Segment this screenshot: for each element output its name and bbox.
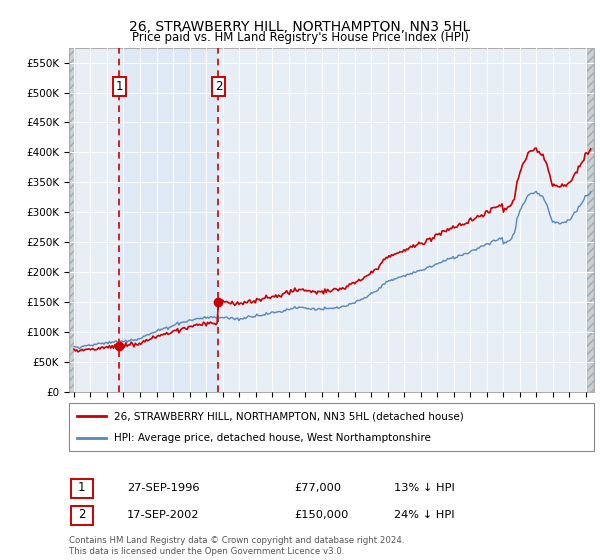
- Text: 1: 1: [116, 80, 123, 93]
- Text: 2: 2: [215, 80, 222, 93]
- Text: HPI: Average price, detached house, West Northamptonshire: HPI: Average price, detached house, West…: [113, 433, 431, 443]
- FancyBboxPatch shape: [71, 479, 92, 498]
- Text: 2: 2: [78, 508, 85, 521]
- Bar: [587, 48, 594, 392]
- Text: 26, STRAWBERRY HILL, NORTHAMPTON, NN3 5HL (detached house): 26, STRAWBERRY HILL, NORTHAMPTON, NN3 5H…: [113, 411, 463, 421]
- FancyBboxPatch shape: [71, 506, 92, 525]
- Bar: [69, 48, 75, 392]
- Text: Contains HM Land Registry data © Crown copyright and database right 2024.
This d: Contains HM Land Registry data © Crown c…: [69, 536, 404, 556]
- Text: 27-SEP-1996: 27-SEP-1996: [127, 483, 199, 493]
- Text: 17-SEP-2002: 17-SEP-2002: [127, 510, 199, 520]
- Text: 13% ↓ HPI: 13% ↓ HPI: [395, 483, 455, 493]
- Text: Price paid vs. HM Land Registry's House Price Index (HPI): Price paid vs. HM Land Registry's House …: [131, 31, 469, 44]
- Bar: [587, 48, 594, 392]
- FancyBboxPatch shape: [69, 403, 594, 451]
- Text: 1: 1: [78, 482, 85, 494]
- Text: 26, STRAWBERRY HILL, NORTHAMPTON, NN3 5HL: 26, STRAWBERRY HILL, NORTHAMPTON, NN3 5H…: [130, 20, 470, 34]
- Bar: [69, 48, 75, 392]
- Text: 24% ↓ HPI: 24% ↓ HPI: [395, 510, 455, 520]
- Text: £77,000: £77,000: [295, 483, 342, 493]
- Bar: [119, 48, 218, 392]
- Text: £150,000: £150,000: [295, 510, 349, 520]
